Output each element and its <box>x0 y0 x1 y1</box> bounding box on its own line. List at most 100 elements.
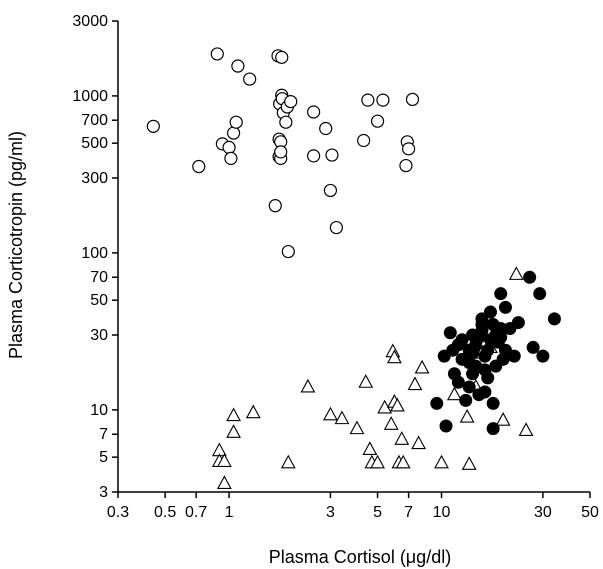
open-circle-point <box>222 140 236 154</box>
y-tick-label: 3 <box>99 484 108 501</box>
open-circle-point <box>224 151 238 165</box>
filled-circle-point <box>443 326 457 340</box>
y-tick-label: 70 <box>90 269 108 286</box>
filled-circle-point <box>494 287 508 301</box>
filled-circle-point <box>451 375 465 389</box>
filled-circle-point <box>472 330 486 344</box>
open-circle-point <box>405 92 420 107</box>
open-circle-point <box>399 158 413 173</box>
filled-circle-point <box>430 396 444 410</box>
filled-circle-point <box>526 340 540 354</box>
x-tick-label: 10 <box>433 504 451 521</box>
y-tick-label: 7 <box>99 426 108 443</box>
filled-circle-point <box>486 422 500 436</box>
open-triangle-point <box>407 376 423 391</box>
open-triangle-point <box>216 453 232 467</box>
filled-circle-point <box>478 363 492 377</box>
filled-circle-point <box>536 349 550 363</box>
open-triangle-point <box>446 386 462 401</box>
open-circle-point <box>274 145 288 159</box>
open-triangle-point <box>323 406 338 421</box>
filled-circle-point <box>462 380 476 394</box>
x-tick-label: 50 <box>581 504 599 521</box>
filled-circle-point <box>547 312 561 326</box>
open-triangle-point <box>434 454 449 469</box>
open-triangle-point <box>383 416 399 430</box>
y-tick-label: 5 <box>99 449 108 466</box>
open-circle-point <box>370 114 385 128</box>
open-circle-point <box>357 133 371 148</box>
open-circle-point <box>307 149 321 163</box>
open-triangle-point <box>349 420 365 435</box>
open-triangle-point <box>394 431 410 445</box>
open-triangle-point <box>226 407 242 422</box>
open-circle-point <box>376 93 390 107</box>
open-circle-point <box>307 105 321 119</box>
open-circle-point <box>275 50 289 64</box>
filled-circle-point <box>486 396 500 410</box>
open-circle-point <box>229 115 243 129</box>
open-triangle-point <box>280 454 296 469</box>
open-triangle-point <box>389 397 405 412</box>
filled-circle-point <box>483 305 497 319</box>
open-circle-point <box>243 72 257 86</box>
open-circle-point <box>284 94 298 109</box>
open-circle-point <box>226 126 241 140</box>
open-circle-point <box>329 220 343 235</box>
y-tick-label: 50 <box>90 292 108 309</box>
filled-circle-point <box>455 352 469 366</box>
open-triangle-point <box>386 349 402 364</box>
plot-area <box>146 47 561 490</box>
open-circle-point <box>231 59 245 73</box>
x-tick-label: 5 <box>373 504 382 521</box>
filled-circle-point <box>486 317 500 331</box>
open-triangle-point <box>370 454 385 469</box>
x-tick-label: 0.7 <box>185 504 207 521</box>
y-tick-label: 1000 <box>72 88 108 105</box>
filled-circle-point <box>459 393 473 407</box>
filled-circle-point <box>478 385 492 399</box>
y-tick-label: 300 <box>81 170 108 187</box>
open-triangle-point <box>226 424 242 438</box>
open-circle-point <box>361 93 375 107</box>
open-triangle-point <box>518 422 534 436</box>
filled-circle-point <box>511 316 525 330</box>
open-triangle-point <box>395 454 411 469</box>
open-triangle-point <box>216 475 232 490</box>
y-axis-title: Plasma Corticotropin (pg/ml) <box>6 131 26 359</box>
x-tick-label: 3 <box>326 504 335 521</box>
x-tick-label: 0.3 <box>107 504 129 521</box>
open-circle-point <box>281 244 295 259</box>
filled-circle-point <box>507 349 521 363</box>
x-tick-label: 7 <box>404 504 413 521</box>
x-tick-label: 30 <box>534 504 552 521</box>
open-circle-point <box>319 121 333 136</box>
open-triangle-point <box>459 408 475 423</box>
filled-circle-point <box>475 317 489 331</box>
y-tick-label: 10 <box>90 402 108 419</box>
open-triangle-point <box>495 412 511 426</box>
filled-circle-point <box>498 300 512 314</box>
y-tick-label: 100 <box>81 245 108 262</box>
open-circle-point <box>279 115 293 129</box>
open-circle-point <box>402 142 416 156</box>
open-circle-point <box>192 159 206 174</box>
filled-circle-point <box>439 419 453 433</box>
y-tick-label: 30 <box>90 327 108 344</box>
axes: 0.3 0.5 0.7 1 3 5 7 10 30 50 3 5 7 10 30 50 70 100 300 500 7… <box>72 13 599 521</box>
x-tick-label: 0.5 <box>154 504 176 521</box>
open-circle-point <box>146 119 160 133</box>
open-triangle-point <box>334 410 350 425</box>
open-triangle-point <box>461 456 477 470</box>
open-circle-point <box>323 183 338 198</box>
y-tick-label: 3000 <box>72 13 108 30</box>
open-triangle-point <box>245 404 261 419</box>
filled-circle-point <box>466 367 480 381</box>
x-tick-label: 1 <box>225 504 234 521</box>
open-triangle-point <box>362 441 378 455</box>
y-tick-label: 700 <box>81 112 108 129</box>
filled-circle-point <box>494 330 508 344</box>
open-triangle-point <box>358 374 374 388</box>
open-triangle-point <box>411 435 427 450</box>
